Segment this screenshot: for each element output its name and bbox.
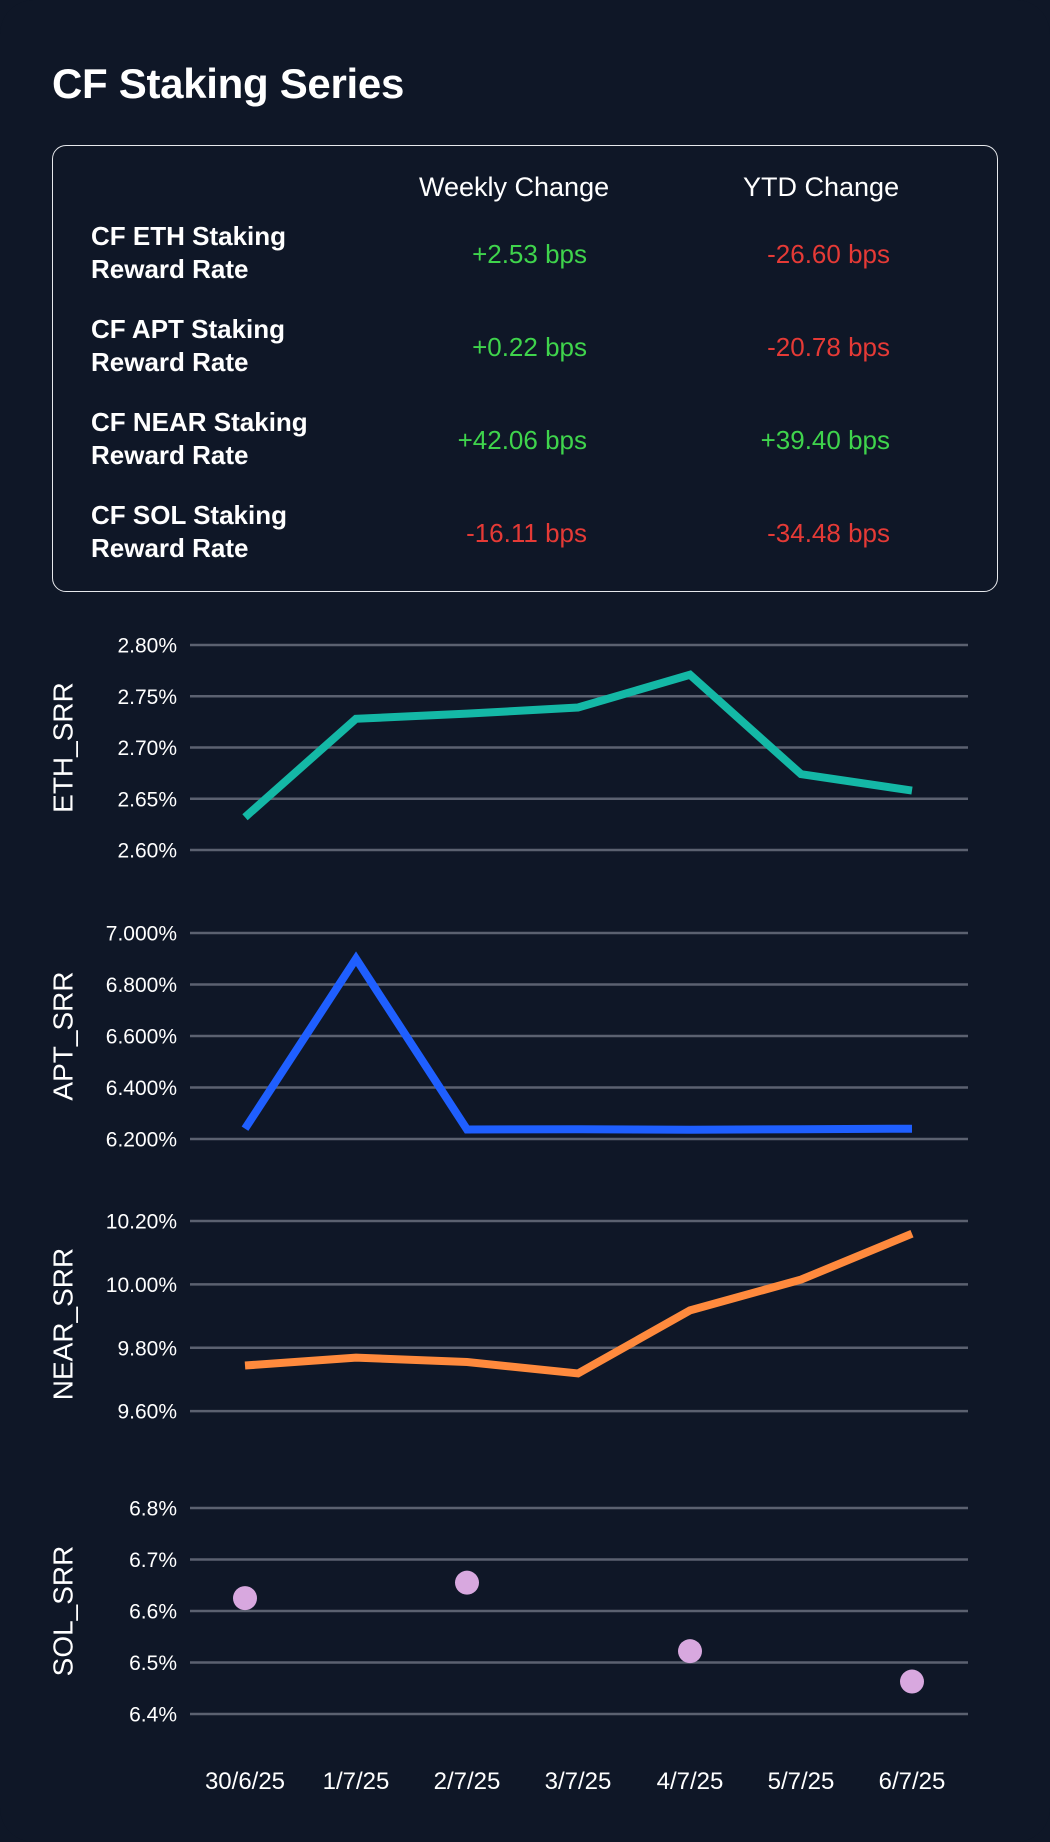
row-label-sol: CF SOL Staking Reward Rate: [91, 499, 371, 565]
near-y-tick-label: 10.00%: [106, 1274, 177, 1297]
summary-table: Weekly Change YTD Change CF ETH Staking …: [52, 145, 998, 592]
row-label-near: CF NEAR Staking Reward Rate: [91, 406, 371, 472]
column-header-weekly: Weekly Change: [419, 172, 610, 202]
apt-panel: 6.200% 6.400% 6.600% 6.800% 7.000% APT_SRR: [48, 923, 968, 1152]
x-tick-label: 30/6/25: [205, 1768, 285, 1795]
near-y-tick-label: 10.20%: [106, 1211, 177, 1234]
sol-data-point: [900, 1669, 924, 1694]
apt-y-tick-label: 6.400%: [106, 1077, 177, 1100]
sol-y-tick-label: 6.4%: [129, 1704, 177, 1727]
row-label-line2: Reward Rate: [91, 440, 249, 470]
weekly-change-sol: -16.11 bps: [466, 518, 587, 548]
eth-y-tick-label: 2.60%: [117, 840, 177, 863]
near-y-tick-label: 9.60%: [117, 1401, 177, 1424]
row-label-eth: CF ETH Staking Reward Rate: [91, 220, 371, 286]
near-y-tick-label: 9.80%: [117, 1337, 177, 1360]
sol-data-point: [678, 1639, 702, 1664]
weekly-change-eth: +2.53 bps: [472, 239, 587, 269]
ytd-change-apt: -20.78 bps: [767, 332, 890, 362]
eth-axis-label: ETH_SRR: [48, 682, 79, 813]
row-label-line2: Reward Rate: [91, 533, 249, 563]
x-tick-label: 1/7/25: [323, 1768, 390, 1795]
x-tick-label: 2/7/25: [434, 1768, 501, 1795]
near-series-line: [244, 1229, 914, 1378]
ytd-change-eth: -26.60 bps: [767, 239, 890, 269]
ytd-change-sol: -34.48 bps: [767, 518, 890, 548]
eth-y-tick-label: 2.75%: [117, 686, 177, 709]
sol-y-tick-label: 6.5%: [129, 1652, 177, 1675]
row-label-line1: CF APT Staking: [91, 314, 286, 344]
row-label-apt: CF APT Staking Reward Rate: [91, 313, 371, 379]
apt-axis-label: APT_SRR: [48, 971, 79, 1100]
eth-y-tick-label: 2.70%: [117, 737, 177, 760]
apt-y-tick-label: 6.200%: [106, 1129, 177, 1152]
eth-series-line: [242, 670, 913, 821]
eth-y-tick-label: 2.80%: [117, 635, 177, 658]
row-label-line2: Reward Rate: [91, 254, 249, 284]
sol-y-tick-label: 6.6%: [129, 1601, 177, 1624]
sol-panel: 6.4% 6.5% 6.6% 6.7% 6.8% SOL_SRR 30/6/25 1/7/25…: [48, 1498, 968, 1795]
eth-panel: 2.60% 2.65% 2.70% 2.75% 2.80% ETH_SRR: [48, 635, 968, 863]
apt-series-line: [241, 951, 913, 1134]
eth-y-tick-label: 2.65%: [117, 788, 177, 811]
row-label-line2: Reward Rate: [91, 347, 249, 377]
apt-y-tick-label: 7.000%: [106, 923, 177, 946]
ytd-change-near: +39.40 bps: [760, 425, 890, 455]
page-title: CF Staking Series: [52, 60, 405, 107]
x-tick-label: 6/7/25: [879, 1768, 946, 1795]
x-tick-label: 5/7/25: [768, 1768, 835, 1795]
near-panel: 9.60% 9.80% 10.00% 10.20% NEAR_SRR: [48, 1211, 968, 1424]
x-tick-label: 3/7/25: [545, 1768, 612, 1795]
weekly-change-apt: +0.22 bps: [472, 332, 587, 362]
apt-y-tick-label: 6.800%: [106, 974, 177, 997]
sol-data-point: [455, 1570, 479, 1595]
column-header-ytd: YTD Change: [743, 172, 900, 202]
row-label-line1: CF NEAR Staking: [91, 407, 308, 437]
sol-y-tick-label: 6.8%: [129, 1498, 177, 1521]
sol-axis-label: SOL_SRR: [48, 1546, 79, 1677]
sol-y-tick-label: 6.7%: [129, 1549, 177, 1572]
weekly-change-near: +42.06 bps: [457, 425, 587, 455]
apt-y-tick-label: 6.600%: [106, 1026, 177, 1049]
x-tick-label: 4/7/25: [657, 1768, 724, 1795]
row-label-line1: CF SOL Staking: [91, 500, 287, 530]
sol-data-point: [233, 1586, 257, 1611]
near-axis-label: NEAR_SRR: [48, 1248, 79, 1400]
row-label-line1: CF ETH Staking: [91, 221, 287, 251]
